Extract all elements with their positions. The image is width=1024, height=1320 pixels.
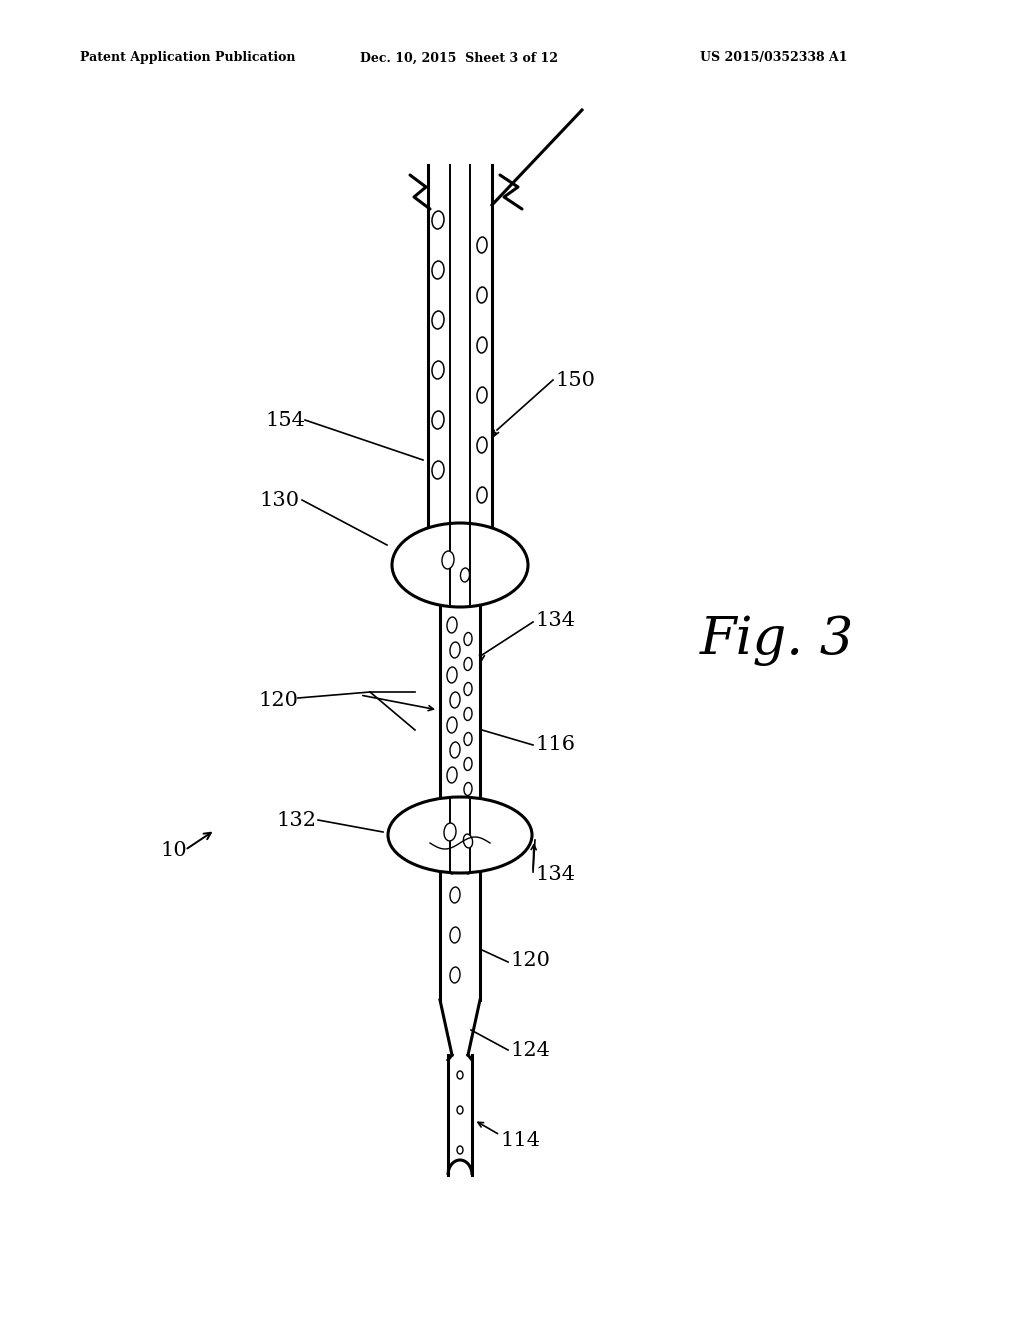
Ellipse shape <box>457 1071 463 1078</box>
Ellipse shape <box>464 682 472 696</box>
Ellipse shape <box>464 632 472 645</box>
Ellipse shape <box>464 758 472 771</box>
Ellipse shape <box>450 642 460 657</box>
Ellipse shape <box>432 411 444 429</box>
Text: 134: 134 <box>535 610 575 630</box>
Ellipse shape <box>388 797 532 873</box>
Text: 150: 150 <box>555 371 595 389</box>
Text: 114: 114 <box>500 1130 540 1150</box>
Text: 116: 116 <box>535 735 575 755</box>
Text: 10: 10 <box>160 841 186 859</box>
Text: US 2015/0352338 A1: US 2015/0352338 A1 <box>700 51 848 65</box>
Ellipse shape <box>450 692 460 708</box>
Text: 154: 154 <box>265 411 305 429</box>
Ellipse shape <box>477 337 487 352</box>
Ellipse shape <box>450 742 460 758</box>
Ellipse shape <box>432 312 444 329</box>
Ellipse shape <box>477 238 487 253</box>
Text: Fig. 3: Fig. 3 <box>700 615 854 665</box>
Text: 132: 132 <box>276 810 316 829</box>
Ellipse shape <box>464 783 472 796</box>
Ellipse shape <box>392 523 528 607</box>
Ellipse shape <box>446 616 457 634</box>
Ellipse shape <box>477 286 487 304</box>
Text: 134: 134 <box>535 866 575 884</box>
Ellipse shape <box>432 461 444 479</box>
Text: Patent Application Publication: Patent Application Publication <box>80 51 296 65</box>
Ellipse shape <box>450 927 460 942</box>
Ellipse shape <box>432 211 444 228</box>
Text: 124: 124 <box>510 1040 550 1060</box>
Text: Dec. 10, 2015  Sheet 3 of 12: Dec. 10, 2015 Sheet 3 of 12 <box>360 51 558 65</box>
Ellipse shape <box>477 437 487 453</box>
Ellipse shape <box>446 667 457 682</box>
Ellipse shape <box>446 717 457 733</box>
Ellipse shape <box>457 1106 463 1114</box>
Ellipse shape <box>444 822 456 841</box>
Ellipse shape <box>432 360 444 379</box>
Ellipse shape <box>477 387 487 403</box>
Ellipse shape <box>461 568 470 582</box>
Ellipse shape <box>450 968 460 983</box>
Ellipse shape <box>457 1146 463 1154</box>
Text: 120: 120 <box>510 950 550 969</box>
Ellipse shape <box>464 708 472 721</box>
Ellipse shape <box>464 834 473 847</box>
Text: 130: 130 <box>260 491 300 510</box>
Ellipse shape <box>464 733 472 746</box>
Ellipse shape <box>432 261 444 279</box>
Ellipse shape <box>464 657 472 671</box>
Ellipse shape <box>442 550 454 569</box>
Text: 120: 120 <box>258 690 298 710</box>
Ellipse shape <box>446 767 457 783</box>
Ellipse shape <box>450 887 460 903</box>
Ellipse shape <box>477 487 487 503</box>
